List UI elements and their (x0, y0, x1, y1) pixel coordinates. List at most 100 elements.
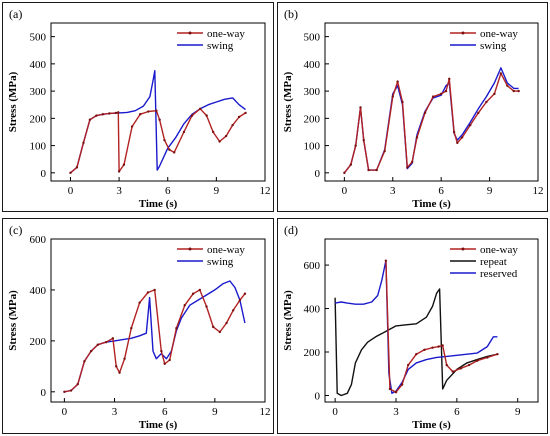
data-point-one-way-b (485, 100, 488, 104)
series-group-b (343, 67, 520, 175)
data-point-one-way-a (211, 130, 215, 134)
data-point-one-way-a (122, 163, 126, 166)
data-point-one-way-c (191, 292, 195, 295)
y-tick-label-b: 200 (304, 113, 321, 125)
x-tick-label-d: 6 (454, 406, 460, 418)
data-point-one-way-b (517, 89, 520, 93)
chart-panel-b: (b) 0 3 6 9 12 0 100 200 300 400 500 Time (s) Stress … (277, 2, 548, 212)
legend-marker-one-way-b (461, 31, 465, 35)
y-tick-label-b: 0 (315, 168, 321, 180)
data-point-one-way-d (384, 259, 388, 262)
x-tick-label-b: 12 (533, 185, 544, 197)
data-point-one-way-a (218, 140, 221, 143)
legend-label-swing-b: swing (480, 40, 507, 52)
panel-label-d: (d) (284, 223, 298, 237)
y-tick-label-b: 500 (304, 32, 321, 44)
y-tick-label-b: 400 (304, 59, 321, 71)
data-point-one-way-b (401, 100, 404, 104)
data-point-one-way-c (89, 349, 93, 353)
data-point-one-way-d (431, 346, 434, 349)
data-point-one-way-c (175, 326, 178, 330)
x-tick-label-a: 12 (260, 185, 271, 197)
x-tick-label-b: 9 (487, 185, 493, 197)
data-point-one-way-a (244, 111, 247, 115)
data-point-one-way-c (63, 390, 66, 394)
series-line-repeat-d (334, 288, 498, 397)
data-point-one-way-d (423, 348, 426, 352)
data-point-one-way-a (117, 170, 121, 173)
chart-d-svg: (d) 0 3 6 9 0 200 400 600 Time (s) Stress (MPa) one… (282, 223, 539, 431)
data-point-one-way-b (391, 95, 394, 98)
chart-panel-a: (a) 0 3 6 9 12 0 100 200 300 400 500 Time (s) Stress … (2, 2, 274, 212)
y-tick-label-a: 100 (30, 141, 47, 153)
x-tick-label-a: 9 (214, 185, 220, 197)
data-point-one-way-d (475, 359, 479, 362)
y-tick-label-b: 300 (304, 86, 321, 98)
data-point-one-way-c (115, 365, 118, 368)
data-point-one-way-c (111, 337, 115, 340)
data-point-one-way-b (343, 171, 346, 175)
data-point-one-way-c (118, 371, 121, 374)
data-point-one-way-c (218, 330, 222, 334)
y-tick-label-c: 200 (30, 336, 47, 348)
data-point-one-way-c (238, 298, 242, 302)
y-tick-label-c: 600 (30, 234, 47, 246)
y-tick-label-a: 200 (30, 113, 47, 125)
x-tick-label-b: 6 (438, 185, 444, 197)
plot-frame-a (50, 22, 266, 182)
x-axis-label-a: Time (s) (139, 198, 178, 210)
data-point-one-way-a (237, 115, 241, 119)
data-point-one-way-a (205, 114, 208, 117)
data-point-one-way-c (138, 301, 141, 304)
chart-a-svg: (a) 0 3 6 9 12 0 100 200 300 400 500 Time (s) Stress … (7, 7, 271, 210)
data-point-one-way-d (451, 370, 454, 373)
data-point-one-way-d (459, 367, 463, 370)
data-point-one-way-a (147, 110, 150, 113)
series-line-swing-a (70, 69, 246, 174)
data-point-one-way-d (406, 363, 410, 367)
legend-label-reserved-d: reserved (480, 268, 518, 280)
data-point-one-way-c (83, 360, 86, 363)
y-tick-label-c: 0 (41, 387, 47, 399)
data-point-one-way-b (396, 80, 399, 83)
data-point-one-way-a (198, 107, 202, 111)
panel-label-a: (a) (9, 7, 22, 21)
data-point-one-way-c (243, 292, 247, 295)
chart-c-svg: (c) 0 3 6 9 12 0 200 400 600 Time (s) Stress (MPa) o… (7, 223, 271, 431)
legend-label-repeat-d: repeat (480, 256, 507, 268)
y-tick-label-d: 200 (304, 347, 321, 359)
data-point-one-way-c (76, 382, 79, 386)
data-point-one-way-a (114, 111, 118, 115)
data-point-one-way-b (349, 163, 353, 166)
data-point-one-way-b (512, 89, 515, 93)
y-tick-label-a: 400 (30, 59, 47, 71)
data-point-one-way-c (225, 321, 228, 325)
data-point-one-way-a (101, 113, 105, 116)
x-tick-label-d: 0 (332, 406, 338, 418)
data-point-one-way-c (104, 340, 108, 344)
data-point-one-way-d (437, 345, 440, 348)
data-point-one-way-b (493, 92, 496, 96)
data-point-one-way-a (130, 125, 134, 128)
x-tick-label-a: 6 (165, 185, 171, 197)
data-point-one-way-a (158, 118, 161, 121)
data-point-one-way-c (160, 349, 163, 353)
data-point-one-way-b (423, 111, 427, 115)
series-line-reserved-d (334, 260, 498, 395)
data-point-one-way-b (367, 168, 370, 172)
x-tick-label-c: 12 (260, 406, 271, 418)
data-point-one-way-b (452, 130, 456, 134)
x-tick-label-b: 3 (390, 185, 396, 197)
x-axis-label-c: Time (s) (139, 419, 178, 431)
series-line-swing-b (343, 67, 519, 174)
data-point-one-way-a (138, 113, 142, 116)
legend-label-one-way-d: one-way (480, 244, 518, 256)
data-point-one-way-a (69, 171, 72, 175)
x-tick-label-c: 0 (62, 406, 68, 418)
x-tick-label-a: 0 (68, 185, 74, 197)
data-point-one-way-b (362, 138, 365, 142)
y-tick-label-d: 0 (315, 390, 321, 402)
x-tick-label-c: 6 (162, 406, 168, 418)
data-point-one-way-b (375, 168, 378, 172)
data-point-one-way-b (415, 136, 419, 139)
